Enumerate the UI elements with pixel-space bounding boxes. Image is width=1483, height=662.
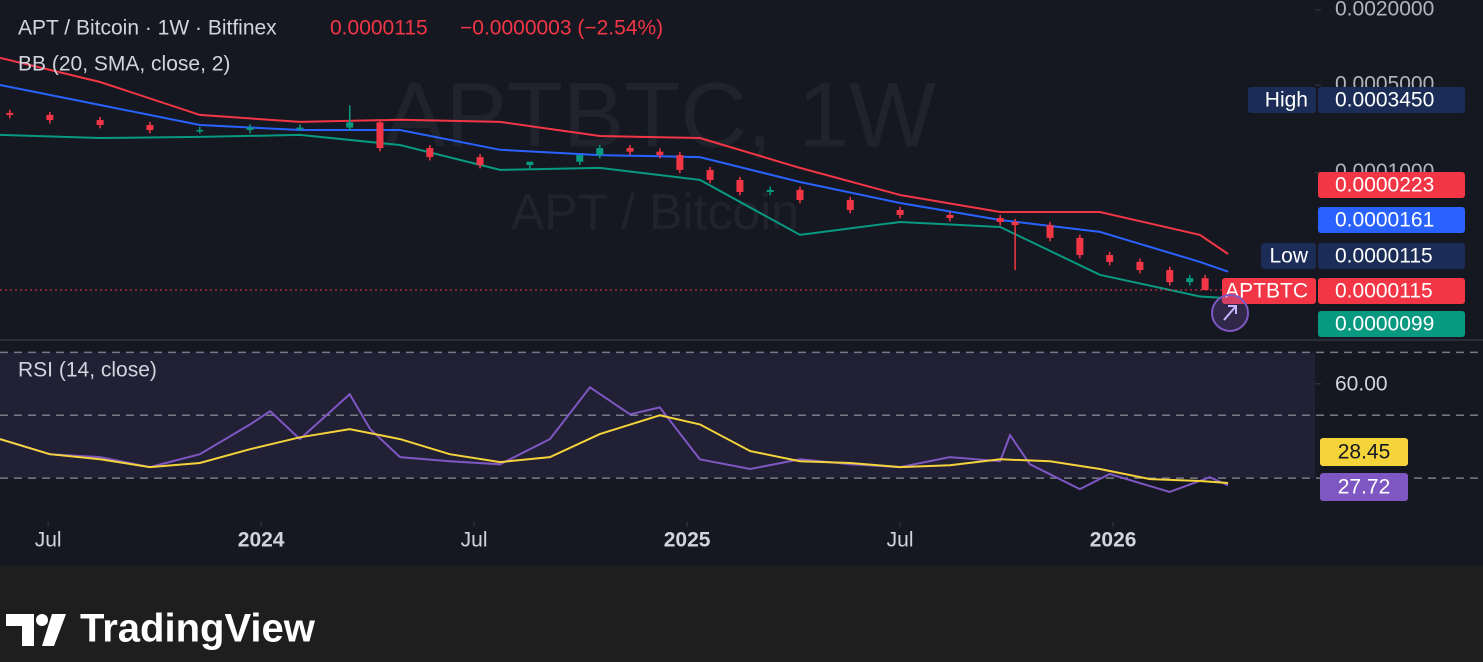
candle-body: [96, 120, 104, 126]
price-label-value: 0.0003450: [1335, 89, 1434, 112]
candle-body: [766, 189, 774, 193]
candle-body: [1136, 261, 1144, 271]
candle-body: [1186, 278, 1194, 283]
x-tick-label: Jul: [887, 529, 914, 552]
candle-body: [1166, 270, 1174, 283]
x-tick-label: 2025: [664, 529, 711, 552]
price-label-value: 0.0000115: [1335, 245, 1433, 268]
logo-v: [42, 614, 66, 646]
candle-body: [626, 148, 634, 152]
candle-body: [1201, 278, 1209, 290]
rsi-value-box: [1320, 438, 1408, 466]
candle-body: [196, 129, 204, 132]
candle-body: [526, 161, 534, 165]
x-tick-label: 2026: [1090, 529, 1137, 552]
replay-arrow: [1223, 305, 1237, 321]
candle-body: [796, 189, 804, 200]
candle-body: [146, 125, 154, 130]
price-label-value: 0.0000115: [1335, 280, 1433, 303]
price-label-tag: [1261, 243, 1316, 269]
price-label-box: [1318, 311, 1465, 337]
price-label-box: [1318, 243, 1465, 269]
candle-body: [576, 155, 584, 162]
price-label-name: High: [1265, 89, 1308, 112]
price-label-box: [1318, 207, 1465, 233]
price-label-name: Low: [1269, 245, 1308, 268]
y-tick-label: 0.0020000: [1335, 0, 1434, 20]
watermark-name: APT / Bitcoin: [511, 184, 799, 240]
candle-body: [1076, 237, 1084, 256]
y-tick-label: 60.00: [1335, 372, 1388, 395]
candle-body: [1106, 255, 1114, 262]
candle-body: [656, 151, 664, 156]
price-label-value: 0.0000161: [1335, 209, 1434, 232]
candle-body: [946, 214, 954, 219]
candle-body: [246, 127, 254, 130]
rsi-value-label: 27.72: [1338, 476, 1391, 499]
bollinger-band: [0, 133, 1229, 300]
candle-body: [996, 218, 1004, 223]
rsi-line: [0, 414, 1229, 484]
candle-body: [376, 122, 384, 149]
price-label-tag: [1222, 278, 1316, 304]
x-tick-label: 2024: [238, 529, 285, 552]
candle-body: [476, 157, 484, 165]
price-label-box: [1318, 172, 1465, 198]
price-label-value: 0.0000223: [1335, 174, 1434, 197]
rsi-value-box: [1320, 473, 1408, 501]
x-tick-label: Jul: [35, 529, 62, 552]
rsi-line: [0, 385, 1229, 494]
logo-dot: [36, 614, 48, 626]
last-price: 0.0000115: [330, 17, 428, 40]
brand-logo: TradingView: [6, 607, 316, 651]
rsi-label: RSI (14, close): [18, 359, 157, 382]
rsi-value-label: 28.45: [1338, 441, 1391, 464]
indicator-label: BB (20, SMA, close, 2): [18, 53, 230, 76]
price-label-box: [1318, 87, 1465, 113]
candle-body: [896, 209, 904, 215]
candle-body: [706, 169, 714, 180]
candle-body: [596, 148, 604, 156]
x-tick-label: Jul: [461, 529, 488, 552]
price-label-tag: [1248, 87, 1316, 113]
candle-body: [676, 155, 684, 170]
candle-body: [46, 114, 54, 121]
price-label-value: 0.0000099: [1335, 313, 1434, 336]
price-label-name: APTBTC: [1225, 280, 1308, 303]
footer: [0, 566, 1483, 662]
chart-title: APT / Bitcoin · 1W · Bitfinex: [18, 17, 277, 40]
candle-body: [1011, 222, 1019, 226]
legend: APT / Bitcoin · 1W · Bitfinex 0.0000115 …: [18, 17, 1249, 382]
candle-body: [346, 122, 354, 128]
bollinger-band: [0, 56, 1229, 255]
price-label-box: [1318, 278, 1465, 304]
price-change: −0.0000003 (−2.54%): [460, 17, 663, 40]
bollinger-band: [0, 84, 1229, 273]
brand-name: TradingView: [80, 607, 316, 651]
candle-body: [426, 148, 434, 158]
candle-body: [736, 179, 744, 193]
candle-body: [846, 199, 854, 210]
logo-t: [6, 614, 34, 646]
candle-body: [296, 127, 304, 130]
candle-body: [1046, 225, 1054, 238]
candle-body: [6, 112, 14, 115]
